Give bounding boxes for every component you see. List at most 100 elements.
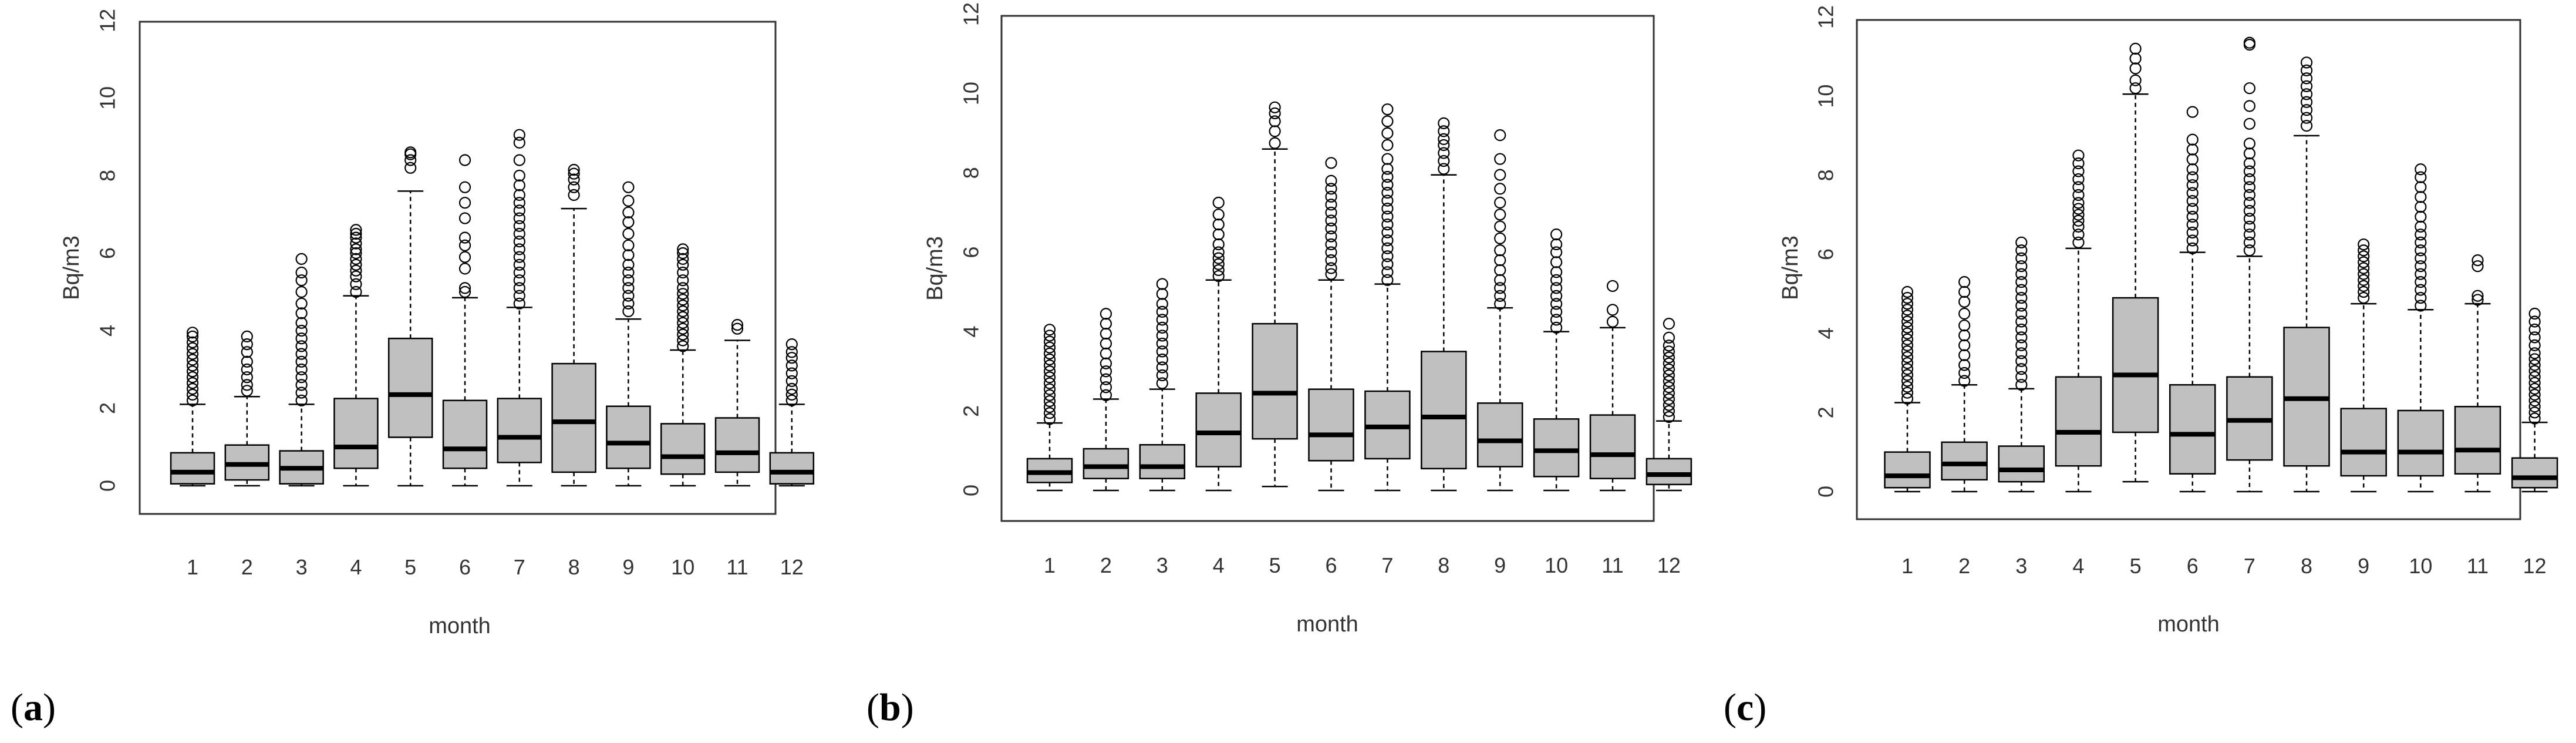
y-tick-label: 2 — [96, 402, 120, 414]
outlier-point — [513, 236, 525, 248]
x-tick-label: 6 — [459, 555, 471, 579]
box-iqr — [2340, 408, 2387, 477]
outlier-point — [1663, 345, 1675, 358]
box-iqr — [1195, 392, 1242, 468]
outlier-point — [785, 359, 798, 372]
outlier-point — [295, 386, 308, 399]
x-tick-label: 10 — [1545, 553, 1568, 577]
x-tick-label: 12 — [2523, 554, 2547, 578]
outlier-point — [2528, 371, 2541, 383]
outlier-point — [2300, 88, 2313, 100]
outlier-point — [1156, 288, 1168, 300]
outlier-point — [677, 328, 689, 341]
box-iqr — [1308, 388, 1354, 462]
y-tick-label: 12 — [96, 9, 120, 32]
outlier-point — [2528, 323, 2541, 336]
outlier-point — [2072, 228, 2085, 241]
y-tick-label: 4 — [959, 326, 983, 338]
box-month-5 — [387, 146, 433, 487]
box-iqr — [1998, 445, 2045, 483]
outlier-point — [1494, 153, 1506, 165]
outlier-point — [2415, 171, 2427, 183]
outlier-point — [458, 251, 471, 263]
box-month-10 — [1533, 228, 1580, 492]
outlier-point — [2186, 210, 2199, 223]
outlier-point — [2186, 171, 2199, 183]
outlier-point — [186, 365, 199, 378]
outlier-point — [295, 371, 308, 384]
outlier-point — [513, 212, 525, 224]
x-tick-label: 2 — [1958, 554, 1970, 578]
outlier-point — [295, 266, 308, 279]
outlier-point — [350, 258, 362, 271]
x-tick-label: 5 — [1269, 553, 1281, 577]
outlier-point — [1438, 117, 1450, 129]
outlier-point — [1269, 137, 1281, 149]
y-tick-label: 4 — [1814, 328, 1838, 339]
outlier-point — [295, 285, 308, 298]
outlier-point — [2528, 331, 2541, 344]
outlier-point — [513, 189, 525, 201]
outlier-point — [1043, 330, 1056, 342]
outlier-point — [1269, 107, 1281, 120]
outlier-point — [2415, 210, 2427, 223]
outlier-point — [186, 342, 199, 354]
outlier-point — [2358, 262, 2370, 274]
y-axis-title-b: Bq/m3 — [923, 236, 948, 301]
box-iqr — [2055, 376, 2102, 467]
outlier-point — [458, 154, 471, 166]
box-month-8 — [551, 164, 596, 487]
outlier-point — [1494, 274, 1506, 286]
panel-label-c-letter: c — [1737, 686, 1754, 729]
outlier-point — [1212, 209, 1225, 221]
outlier-point — [622, 266, 635, 279]
outlier-point — [677, 243, 689, 255]
outlier-point — [1156, 361, 1168, 374]
outlier-point — [785, 352, 798, 364]
panel-label-c: (c) — [1724, 686, 1766, 729]
x-tick-label: 8 — [2301, 554, 2312, 578]
box-iqr — [442, 399, 488, 469]
outlier-point — [1381, 127, 1394, 139]
outlier-point — [2300, 104, 2313, 116]
outlier-point — [1606, 280, 1619, 293]
outlier-point — [2243, 36, 2255, 49]
y-tick-label: 4 — [96, 325, 120, 337]
outlier-point — [186, 371, 199, 384]
box-month-10 — [2397, 163, 2444, 493]
x-tick-label: 12 — [780, 555, 804, 579]
outlier-point — [2015, 244, 2028, 257]
outlier-point — [1381, 187, 1394, 199]
outlier-point — [2300, 120, 2313, 132]
x-tick-label: 3 — [1156, 553, 1168, 577]
box-iqr — [1421, 351, 1467, 470]
outlier-point — [677, 253, 689, 265]
outlier-point — [1901, 392, 1914, 405]
outlier-point — [2072, 173, 2085, 186]
outlier-point — [2528, 376, 2541, 389]
outlier-point — [1958, 320, 1971, 332]
outlier-point — [2243, 213, 2255, 225]
outlier-point — [1043, 324, 1056, 336]
outlier-point — [1901, 386, 1914, 399]
outlier-point — [677, 274, 689, 287]
outlier-point — [295, 379, 308, 391]
x-axis-b: 1 2 3 4 5 6 7 8 9 10 11 12 — [1044, 553, 1681, 577]
outlier-point — [1663, 363, 1675, 375]
y-tick-label: 8 — [96, 170, 120, 181]
outlier-point — [458, 239, 471, 251]
outlier-point — [1381, 153, 1394, 165]
outlier-point — [785, 346, 798, 358]
outlier-point — [677, 247, 689, 260]
y-axis-title-c: Bq/m3 — [1778, 236, 1803, 300]
box-month-1 — [1884, 285, 1931, 493]
outlier-point — [1381, 115, 1394, 127]
outlier-point — [2415, 291, 2427, 304]
outlier-point — [186, 359, 199, 372]
outlier-point — [2129, 62, 2142, 75]
outlier-point — [677, 266, 689, 279]
outlier-point — [2300, 56, 2313, 69]
outlier-point — [2243, 244, 2255, 257]
outlier-point — [2528, 412, 2541, 425]
outlier-point — [677, 334, 689, 347]
